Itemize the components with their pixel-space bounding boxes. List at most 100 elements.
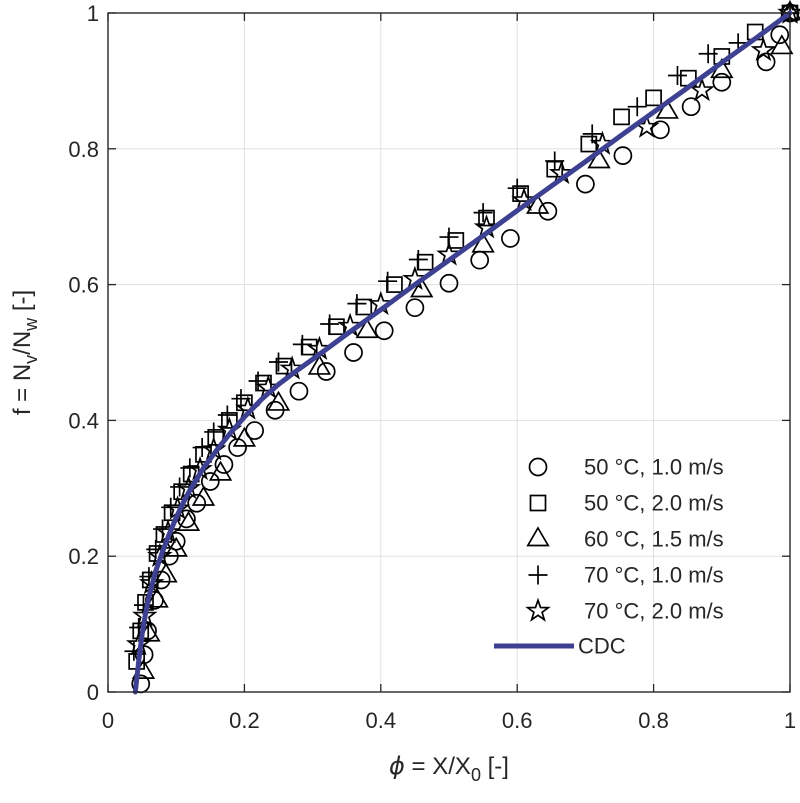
data-point (410, 277, 434, 298)
data-point (538, 201, 558, 221)
data-point (200, 472, 220, 491)
data-point (645, 89, 662, 107)
tick-label: 1 (87, 1, 99, 26)
legend-label: 70 °C, 1.0 m/s (584, 563, 724, 588)
data-point (689, 77, 715, 102)
data-point (221, 412, 238, 429)
tick-label: 0.8 (638, 708, 669, 733)
data-point (613, 108, 630, 126)
legend-item: 60 °C, 1.5 m/s (526, 526, 724, 552)
data-point (667, 65, 687, 85)
data-point (154, 562, 178, 583)
data-point (587, 148, 611, 169)
legend-item: 70 °C, 2.0 m/s (525, 597, 724, 624)
legend-label: 70 °C, 2.0 m/s (584, 599, 724, 624)
data-point (248, 371, 268, 391)
data-point (344, 343, 363, 362)
legend-item: 50 °C, 1.0 m/s (528, 455, 724, 480)
data-point (328, 318, 345, 336)
legend: 50 °C, 1.0 m/s 50 °C, 2.0 m/s 60 °C, 1.5 m… (494, 455, 724, 659)
data-point (473, 203, 493, 223)
data-point (627, 97, 647, 117)
plot-border (107, 12, 791, 693)
data-point (756, 52, 776, 72)
data-point (613, 146, 633, 165)
x-axis-label: ϕ = X/X0 [-] (389, 752, 509, 785)
axis-ticks (107, 12, 791, 693)
data-point (512, 185, 529, 202)
data-point (192, 438, 212, 458)
legend-item-cdc: CDC (494, 634, 626, 659)
data-point (232, 426, 257, 447)
legend-label: 60 °C, 1.5 m/s (584, 527, 724, 552)
series-circle (131, 3, 800, 694)
data-point (307, 354, 332, 375)
legend-label: CDC (578, 634, 626, 659)
data-point (478, 209, 495, 227)
legend-item: 70 °C, 1.0 m/s (528, 563, 724, 588)
legend-label: 50 °C, 2.0 m/s (584, 491, 724, 516)
data-point (529, 494, 547, 512)
data-point (545, 151, 565, 171)
tick-label: 0 (102, 708, 114, 733)
y-tick-labels: 0 0.2 0.4 0.6 0.8 1 (68, 1, 99, 705)
data-point (187, 493, 207, 513)
data-point (214, 455, 234, 474)
data-point (180, 458, 200, 478)
legend-label: 50 °C, 1.0 m/s (584, 455, 724, 480)
legend-item: 50 °C, 2.0 m/s (529, 491, 724, 516)
data-point (750, 36, 777, 62)
data-point (439, 273, 459, 293)
data-point (528, 457, 548, 477)
data-point (576, 174, 595, 194)
data-point (145, 587, 169, 608)
data-point (408, 249, 428, 269)
data-point (501, 229, 520, 248)
data-point (712, 72, 732, 92)
data-point (208, 460, 233, 481)
data-point (269, 352, 288, 372)
tick-label: 0 (87, 680, 99, 705)
y-axis-label: f = Nv/Nw [-] (9, 290, 41, 415)
data-point (507, 178, 527, 198)
data-point (347, 294, 367, 314)
tick-label: 0.2 (229, 708, 260, 733)
data-point (217, 405, 237, 425)
data-point (416, 253, 434, 271)
data-point (525, 193, 550, 214)
data-point (681, 97, 701, 117)
data-point (176, 510, 201, 531)
data-point (316, 362, 336, 381)
data-point (770, 34, 794, 55)
tick-label: 0.6 (502, 708, 533, 733)
data-point (164, 536, 188, 557)
data-point (471, 232, 495, 253)
data-point (275, 357, 293, 375)
data-point (526, 526, 550, 547)
x-tick-labels: 0 0.2 0.4 0.6 0.8 1 (102, 708, 796, 733)
data-point (355, 318, 379, 339)
data-point (528, 565, 548, 585)
data-point (374, 321, 394, 341)
data-point (191, 485, 216, 506)
tick-label: 0.6 (68, 273, 99, 298)
data-point (289, 381, 309, 401)
tick-label: 0.8 (68, 137, 99, 162)
data-point (320, 314, 340, 334)
data-point (770, 25, 790, 45)
data-point (405, 298, 425, 318)
data-point (355, 298, 373, 316)
data-point (378, 271, 398, 291)
data-point (470, 250, 490, 270)
data-point (447, 232, 465, 249)
data-point (698, 44, 718, 64)
data-point (655, 98, 679, 119)
cdc-curve (132, 10, 793, 695)
tick-label: 1 (784, 708, 796, 733)
tick-label: 0.2 (68, 544, 99, 569)
tick-label: 0.4 (68, 408, 99, 433)
data-point (525, 597, 551, 622)
data-point (266, 390, 291, 411)
